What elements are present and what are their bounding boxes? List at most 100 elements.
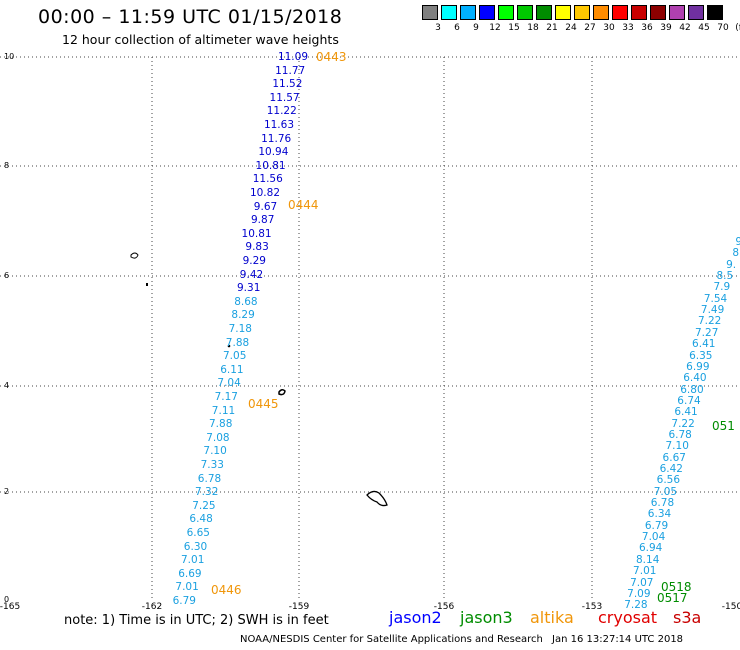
- pass-label: 0443: [316, 50, 347, 64]
- wave-height-value: 9.83: [245, 241, 269, 254]
- colorbar-swatch: [422, 5, 438, 20]
- wave-height-value: 7.17: [214, 391, 238, 403]
- wave-height-value: 6.94: [638, 542, 663, 555]
- colorbar-label: 12: [489, 23, 501, 33]
- wave-height-value: 8.29: [231, 309, 255, 322]
- colorbar-label: 70: [717, 23, 729, 33]
- wave-height-value: 8.14: [636, 553, 660, 566]
- legend-item-s3a: s3a: [673, 608, 702, 627]
- colorbar-label: 15: [508, 23, 520, 33]
- wave-height-value: 11.09: [277, 51, 308, 63]
- wave-height-value: 7.27: [695, 326, 719, 339]
- longitude-label: -159: [288, 602, 310, 612]
- latitude-label: 0: [4, 595, 10, 604]
- wave-height-value: 6.30: [183, 540, 208, 553]
- colorbar-label: 27: [584, 23, 596, 33]
- colorbar-swatch: [669, 5, 685, 20]
- wave-height-value: 7.22: [671, 417, 695, 430]
- wave-height-value: 6.78: [650, 497, 675, 510]
- wave-height-value: 7.9: [713, 281, 731, 294]
- wave-height-value: 7.33: [200, 459, 224, 471]
- colorbar-swatch: [612, 5, 628, 20]
- colorbar-label: 18: [527, 23, 539, 33]
- wave-height-value: 11.77: [275, 64, 306, 77]
- colorbar-label: 9: [473, 23, 479, 33]
- wave-height-value: 6.40: [683, 372, 707, 385]
- island-shape: [278, 388, 286, 396]
- wave-height-value: 6.78: [197, 472, 222, 485]
- latitude-label: 6: [4, 271, 10, 280]
- wave-height-value: 6.80: [680, 383, 704, 396]
- wave-height-value: 7.10: [665, 440, 689, 453]
- wave-height-value: 6.78: [668, 428, 692, 441]
- gridlines: [0, 56, 740, 600]
- wave-height-value: 9: [735, 236, 740, 248]
- wave-height-value: 7.07: [630, 576, 654, 589]
- map-subtitle: 12 hour collection of altimeter wave hei…: [62, 32, 339, 47]
- timestamp-text: Jan 16 13:27:14 UTC 2018: [552, 634, 684, 645]
- wave-height-value: 7.18: [228, 323, 252, 335]
- wave-height-value: 6.79: [172, 595, 196, 607]
- colorbar-swatch: [631, 5, 647, 20]
- wave-height-value: 7.11: [211, 404, 236, 417]
- wave-height-value: 10.82: [249, 187, 280, 199]
- colorbar-label: 21: [546, 23, 558, 33]
- colorbar-swatch: [536, 5, 552, 20]
- wave-height-value: 7.08: [206, 431, 230, 444]
- legend-item-jason3: jason3: [460, 608, 513, 627]
- wave-height-value: 7.88: [225, 336, 250, 349]
- wave-height-value: 8.5: [716, 270, 734, 283]
- colorbar-swatch: [688, 5, 704, 20]
- wave-height-value: 10.81: [255, 159, 286, 172]
- wave-height-value: 7.10: [203, 445, 227, 458]
- wave-height-value: 9.42: [239, 268, 264, 281]
- latitude-label: 8: [4, 161, 10, 170]
- colorbar-swatch: [650, 5, 666, 20]
- wave-height-value: 10.94: [258, 146, 289, 159]
- wave-height-value: 7.32: [195, 486, 219, 499]
- wave-height-value: 6.79: [644, 519, 669, 532]
- colorbar-label: 36: [641, 23, 653, 33]
- wave-height-value: 10.81: [241, 227, 272, 240]
- wave-height-value: 7.05: [653, 485, 678, 498]
- wave-height-value: 9.: [726, 258, 737, 271]
- longitude-label: -153: [581, 602, 603, 612]
- legend-item-jason2: jason2: [389, 608, 442, 627]
- colorbar-label: 6: [454, 23, 460, 33]
- wave-height-value: 7.04: [641, 531, 666, 544]
- pass-label: 0446: [211, 583, 242, 597]
- wave-height-value: 6.48: [189, 513, 213, 526]
- wave-height-value: 11.52: [272, 78, 303, 91]
- wave-height-value: 6.56: [656, 474, 681, 487]
- wave-height-value: 7.28: [624, 599, 648, 612]
- colorbar-swatch: [517, 5, 533, 20]
- pass-label: 051: [712, 419, 735, 433]
- credit-text: NOAA/NESDIS Center for Satellite Applica…: [240, 634, 543, 645]
- wave-height-value: 8: [732, 247, 740, 260]
- wave-height-value: 6.11: [220, 363, 244, 376]
- legend-item-cryosat: cryosat: [598, 608, 658, 627]
- wave-height-value: 6.99: [686, 360, 710, 373]
- colorbar-label: 33: [622, 23, 634, 33]
- latitude-label: 2: [4, 487, 10, 496]
- latitude-label: 4: [4, 381, 10, 390]
- island-shape: [146, 283, 148, 286]
- wave-height-value: 6.41: [692, 338, 716, 351]
- longitude-label: -162: [141, 602, 163, 612]
- longitude-label: -165: [0, 602, 21, 612]
- wave-height-value: 11.57: [269, 91, 300, 104]
- wave-height-value: 6.65: [186, 527, 210, 539]
- colorbar-swatch: [498, 5, 514, 20]
- wave-height-value: 7.09: [627, 587, 651, 600]
- pass-label: 0444: [288, 198, 319, 212]
- latitude-label: 10: [4, 52, 15, 61]
- wave-height-value: 7.25: [192, 499, 216, 512]
- wave-height-value: 7.49: [700, 304, 725, 317]
- wave-height-value: 6.74: [677, 394, 701, 407]
- wave-height-value: 6.35: [689, 349, 713, 362]
- wave-height-value: 9.29: [242, 255, 266, 267]
- wave-height-value: 7.01: [633, 565, 657, 578]
- wave-height-value: 7.54: [703, 292, 728, 305]
- colorbar-label: 24: [565, 23, 577, 33]
- wave-height-value: 9.67: [253, 200, 278, 213]
